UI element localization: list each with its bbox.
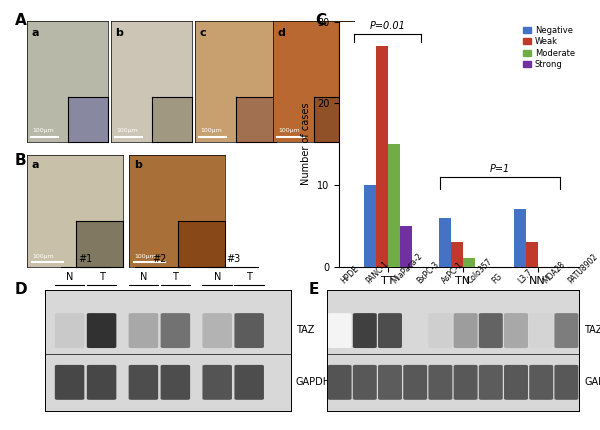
Bar bbox=[388, 144, 400, 267]
Text: L3.7: L3.7 bbox=[516, 267, 534, 286]
Text: b: b bbox=[115, 28, 123, 37]
Bar bbox=[451, 242, 463, 267]
Text: N: N bbox=[140, 272, 147, 282]
FancyBboxPatch shape bbox=[454, 313, 478, 348]
FancyBboxPatch shape bbox=[378, 365, 402, 400]
Text: A: A bbox=[15, 13, 27, 28]
Text: 100μm: 100μm bbox=[116, 129, 137, 133]
Text: d: d bbox=[277, 28, 285, 37]
Text: c: c bbox=[199, 28, 206, 37]
Bar bbox=[376, 46, 388, 267]
FancyBboxPatch shape bbox=[328, 365, 352, 400]
Text: T: T bbox=[246, 272, 252, 282]
Text: E: E bbox=[309, 282, 319, 297]
FancyBboxPatch shape bbox=[87, 365, 116, 400]
Text: 100μm: 100μm bbox=[32, 129, 53, 133]
FancyBboxPatch shape bbox=[554, 313, 578, 348]
FancyBboxPatch shape bbox=[353, 313, 377, 348]
Text: GAPDH: GAPDH bbox=[584, 377, 600, 387]
FancyBboxPatch shape bbox=[353, 365, 377, 400]
FancyBboxPatch shape bbox=[403, 313, 427, 348]
FancyBboxPatch shape bbox=[202, 313, 232, 348]
FancyBboxPatch shape bbox=[479, 365, 503, 400]
FancyBboxPatch shape bbox=[378, 313, 402, 348]
Text: C: C bbox=[315, 13, 326, 28]
FancyBboxPatch shape bbox=[328, 313, 352, 348]
Text: 100μm: 100μm bbox=[135, 254, 157, 259]
Text: AsPC-1: AsPC-1 bbox=[440, 260, 466, 286]
Text: N: N bbox=[66, 272, 73, 282]
Text: BxPC-3: BxPC-3 bbox=[415, 260, 441, 286]
Text: 100μm: 100μm bbox=[278, 129, 299, 133]
FancyBboxPatch shape bbox=[161, 365, 190, 400]
Text: T: T bbox=[172, 272, 178, 282]
FancyBboxPatch shape bbox=[55, 365, 85, 400]
Text: b: b bbox=[134, 160, 142, 170]
Text: HPDE: HPDE bbox=[340, 264, 361, 286]
FancyBboxPatch shape bbox=[554, 365, 578, 400]
FancyBboxPatch shape bbox=[529, 313, 553, 348]
Text: #2: #2 bbox=[152, 254, 167, 264]
Text: 100μm: 100μm bbox=[200, 129, 221, 133]
FancyBboxPatch shape bbox=[128, 365, 158, 400]
Bar bbox=[439, 218, 451, 267]
Text: MiaPaca-2: MiaPaca-2 bbox=[390, 252, 424, 286]
Legend: Negative, Weak, Moderate, Strong: Negative, Weak, Moderate, Strong bbox=[523, 26, 575, 69]
FancyBboxPatch shape bbox=[529, 365, 553, 400]
Text: FG: FG bbox=[491, 272, 505, 286]
Text: 100μm: 100μm bbox=[33, 254, 55, 259]
Text: N: N bbox=[214, 272, 221, 282]
FancyBboxPatch shape bbox=[235, 313, 264, 348]
FancyBboxPatch shape bbox=[428, 365, 452, 400]
FancyBboxPatch shape bbox=[479, 313, 503, 348]
Text: a: a bbox=[31, 28, 38, 37]
Text: PATU8902: PATU8902 bbox=[566, 252, 600, 286]
FancyBboxPatch shape bbox=[128, 313, 158, 348]
Text: MDA28: MDA28 bbox=[541, 260, 567, 286]
FancyBboxPatch shape bbox=[161, 313, 190, 348]
Text: P=1: P=1 bbox=[490, 164, 511, 174]
Text: D: D bbox=[15, 282, 28, 297]
Text: P=0.01: P=0.01 bbox=[370, 22, 406, 31]
Text: TAZ: TAZ bbox=[296, 325, 314, 335]
Text: T: T bbox=[98, 272, 104, 282]
FancyBboxPatch shape bbox=[235, 365, 264, 400]
Text: B: B bbox=[15, 153, 26, 168]
Y-axis label: Number of cases: Number of cases bbox=[301, 103, 311, 185]
FancyBboxPatch shape bbox=[504, 365, 528, 400]
Text: #1: #1 bbox=[79, 254, 93, 264]
FancyBboxPatch shape bbox=[504, 313, 528, 348]
FancyBboxPatch shape bbox=[403, 365, 427, 400]
Text: a: a bbox=[32, 160, 40, 170]
Bar bbox=[526, 242, 538, 267]
FancyBboxPatch shape bbox=[428, 313, 452, 348]
Text: #3: #3 bbox=[226, 254, 241, 264]
Bar bbox=[364, 185, 376, 267]
FancyBboxPatch shape bbox=[55, 313, 85, 348]
FancyBboxPatch shape bbox=[87, 313, 116, 348]
Bar bbox=[514, 209, 526, 267]
Text: GAPDH: GAPDH bbox=[296, 377, 331, 387]
Bar bbox=[463, 258, 475, 267]
FancyBboxPatch shape bbox=[454, 365, 478, 400]
Text: Colo357: Colo357 bbox=[466, 257, 494, 286]
FancyBboxPatch shape bbox=[202, 365, 232, 400]
Text: TAZ: TAZ bbox=[584, 325, 600, 335]
Text: PANC-1: PANC-1 bbox=[365, 259, 391, 286]
Bar bbox=[400, 226, 412, 267]
